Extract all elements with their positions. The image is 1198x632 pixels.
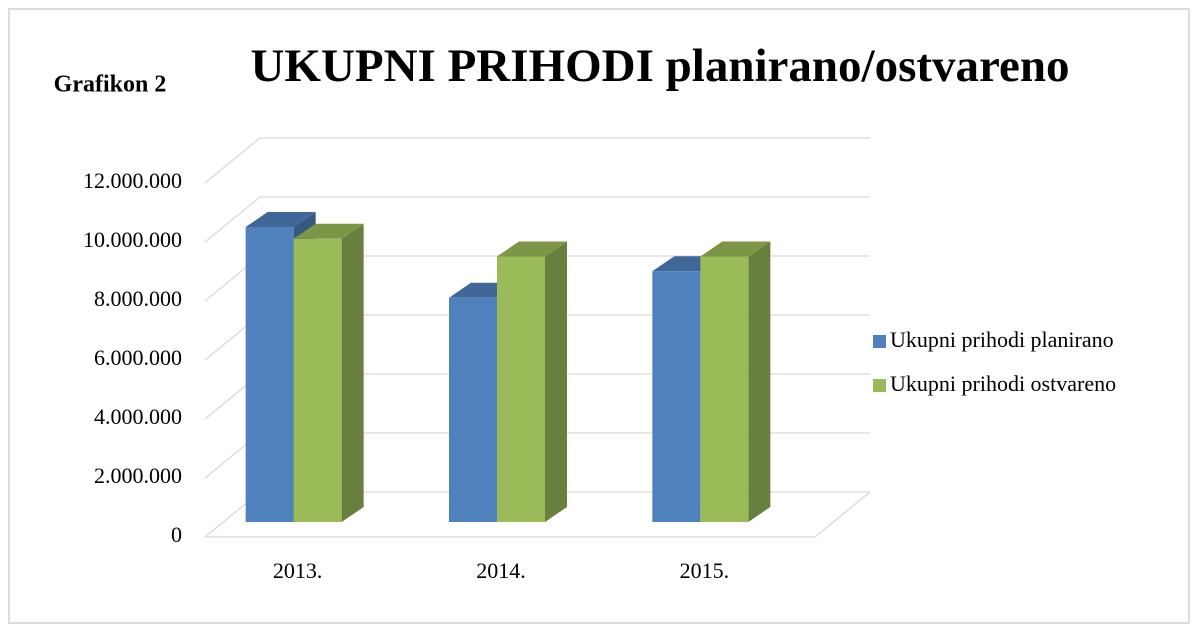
legend-swatch — [873, 379, 886, 392]
bar — [245, 227, 294, 522]
frame — [8, 8, 1190, 624]
y-tick-label: 10.000.000 — [83, 227, 182, 252]
bar — [652, 271, 701, 522]
x-tick-label: 2014. — [476, 558, 526, 583]
bar-side — [545, 241, 567, 522]
bar — [293, 238, 342, 523]
floor-edge — [205, 491, 871, 538]
bar-side — [341, 223, 364, 523]
legend-label: Ukupni prihodi ostvareno — [890, 371, 1116, 396]
x-tick-label: 2013. — [273, 558, 323, 583]
legend-label: Ukupni prihodi planirano — [890, 327, 1114, 352]
y-tick-label: 0 — [171, 522, 182, 547]
bar-top — [293, 223, 364, 239]
grid-line — [204, 137, 870, 184]
y-tick-label: 12.000.000 — [83, 168, 182, 193]
x-tick-label: 2015. — [680, 558, 730, 583]
bar-side — [748, 241, 771, 522]
y-tick-label: 4.000.000 — [94, 404, 182, 429]
y-tick-label: 8.000.000 — [94, 286, 182, 311]
legend-swatch — [873, 335, 886, 348]
bar — [497, 256, 545, 522]
y-tick-label: 2.000.000 — [94, 463, 182, 488]
grid-line — [204, 196, 870, 243]
bar-top — [700, 241, 771, 257]
chart-title: UKUPNI PRIHODI planirano/ostvareno — [250, 40, 1069, 92]
bar-top — [497, 241, 567, 257]
bar — [700, 256, 749, 522]
bar-top — [245, 212, 316, 227]
y-tick-label: 6.000.000 — [94, 345, 182, 370]
bar — [449, 297, 497, 522]
annotation: Grafikon 2 — [54, 72, 167, 98]
